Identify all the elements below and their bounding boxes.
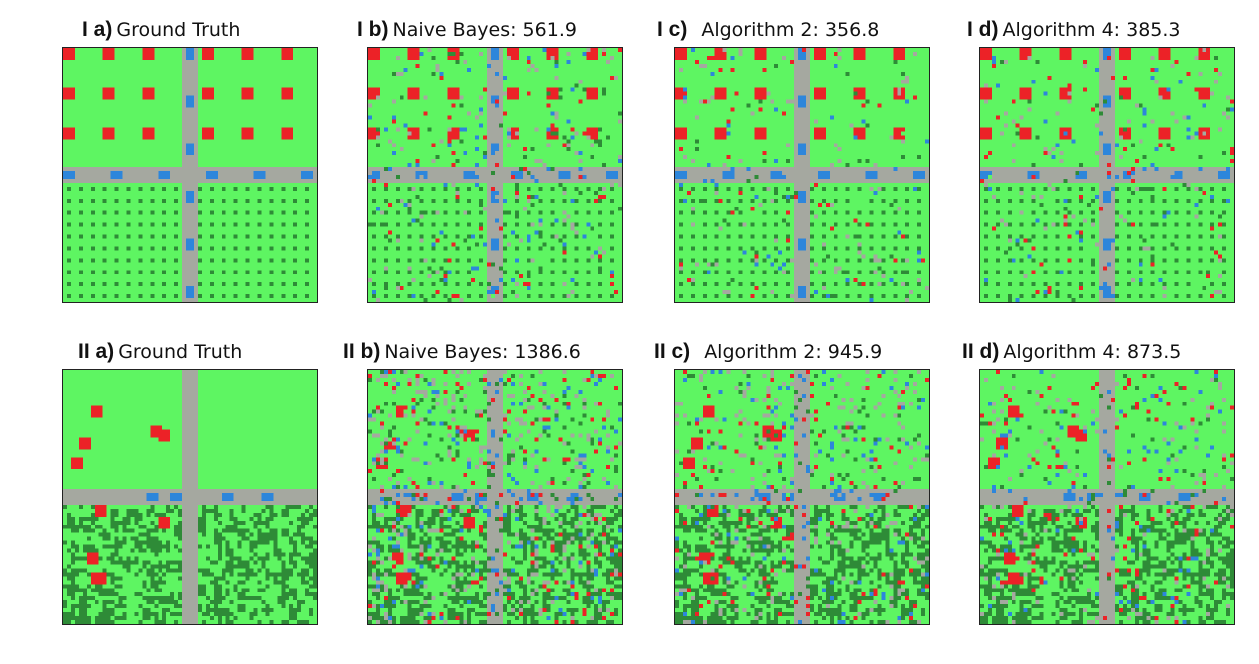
panel-caption: Ground Truth [116,19,241,41]
map-image [368,370,622,624]
map-image [675,48,929,302]
map-panel-algorithm-4-I [979,47,1235,303]
map-image [63,370,317,624]
map-panel-naive-bayes-II [367,369,623,625]
map-panel-algorithm-4-II [979,369,1235,625]
map-image [980,48,1234,302]
panel-label: I c) [657,18,688,41]
panel-label: I b) [357,18,389,41]
panel-caption: Naive Bayes: 1386.6 [384,341,581,363]
map-panel-algorithm-2-I [674,47,930,303]
panel-title: I d) Algorithm 4: 385.3 [967,18,1181,42]
panel-caption: Algorithm 2: 356.8 [701,19,880,41]
panel-title: II b) Naive Bayes: 1386.6 [343,340,581,364]
panel-label: I d) [967,18,999,41]
map-panel-naive-bayes-I [367,47,623,303]
panel-title: I b) Naive Bayes: 561.9 [357,18,577,42]
panel-caption: Ground Truth [118,341,243,363]
map-image [63,48,317,302]
map-image [368,48,622,302]
panel-label: I a) [82,18,113,41]
panel-title: II d) Algorithm 4: 873.5 [962,340,1181,364]
panel-label: II a) [78,340,115,363]
panel-caption: Algorithm 4: 873.5 [1003,341,1182,363]
map-image [675,370,929,624]
panel-caption: Naive Bayes: 561.9 [392,19,577,41]
panel-title: II c) Algorithm 2: 945.9 [654,340,882,364]
map-image [980,370,1234,624]
panel-title: I c) Algorithm 2: 356.8 [657,18,879,42]
panel-title: I a) Ground Truth [82,18,240,42]
panel-title: II a) Ground Truth [78,340,242,364]
map-panel-ground-truth-II [62,369,318,625]
map-panel-ground-truth-I [62,47,318,303]
panel-label: II c) [654,340,691,363]
panel-caption: Algorithm 4: 385.3 [1002,19,1181,41]
panel-label: II d) [962,340,1000,363]
panel-label: II b) [343,340,381,363]
panel-caption: Algorithm 2: 945.9 [704,341,883,363]
map-panel-algorithm-2-II [674,369,930,625]
